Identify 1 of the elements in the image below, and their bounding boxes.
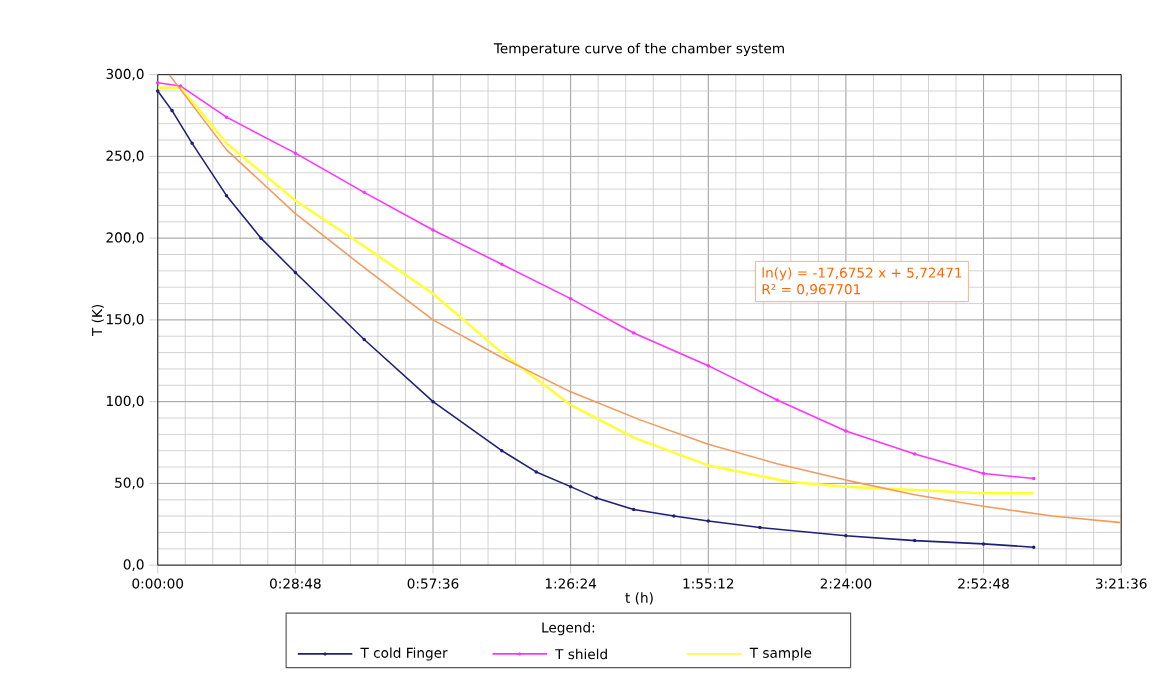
- line-series: [168, 75, 1122, 524]
